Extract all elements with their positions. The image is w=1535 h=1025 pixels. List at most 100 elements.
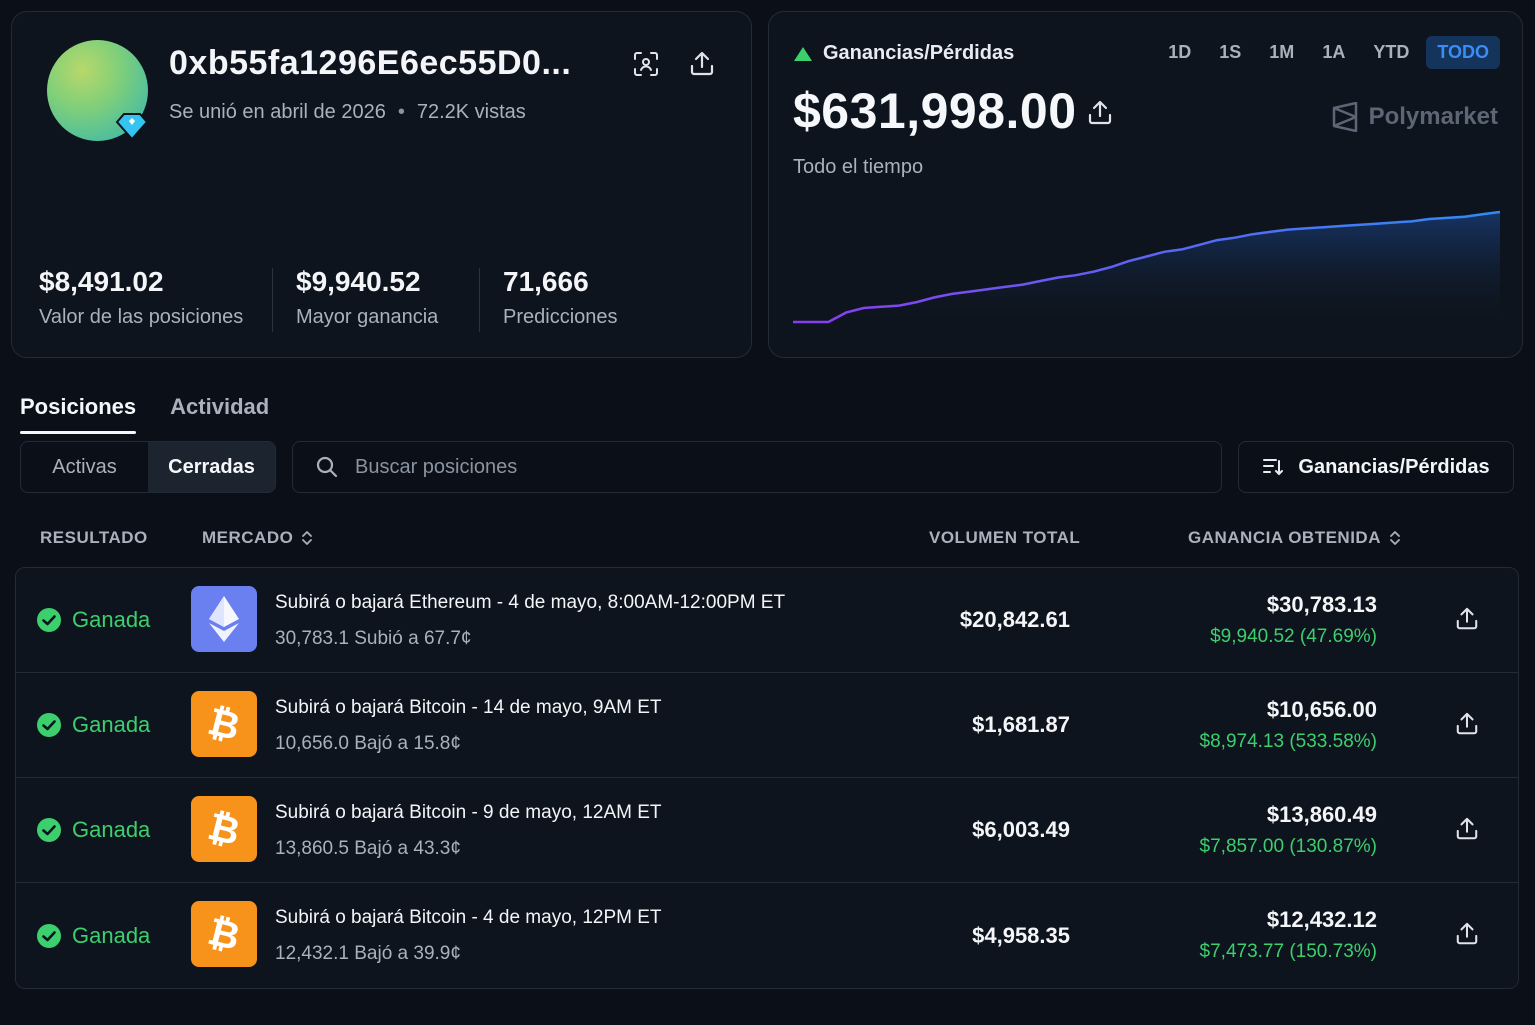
check-circle-icon xyxy=(37,923,61,948)
gain-percent: $8,974.13 (533.58%) xyxy=(1199,731,1377,752)
gain-total: $13,860.49 xyxy=(1266,802,1377,827)
header-label: MERCADO xyxy=(202,528,294,547)
market-subtitle: 12,432.1 Bajó a 39.9¢ xyxy=(275,943,461,964)
volume-cell: $6,003.49 xyxy=(972,817,1070,842)
share-icon xyxy=(1456,817,1478,840)
main-tabs: Posiciones Actividad xyxy=(20,394,269,434)
scan-qr-button[interactable] xyxy=(629,47,663,81)
gain-cell: $10,656.00 $8,974.13 (533.58%) xyxy=(1200,697,1377,753)
gain-cell: $12,432.12 $7,473.77 (150.73%) xyxy=(1200,907,1377,963)
stat-label: Mayor ganancia xyxy=(296,306,439,328)
market-subtitle: 10,656.0 Bajó a 15.8¢ xyxy=(275,733,461,754)
range-tab-1m[interactable]: 1M xyxy=(1269,42,1295,62)
stat-value: $9,940.52 xyxy=(296,266,421,297)
scan-icon xyxy=(634,52,658,76)
market-title[interactable]: Subirá o bajará Bitcoin - 14 de mayo, 9A… xyxy=(275,697,662,718)
result-cell: Ganada xyxy=(36,673,150,777)
check-circle-icon xyxy=(37,818,61,842)
stat-predictions: 71,666 Predicciones xyxy=(503,266,618,329)
column-header-market[interactable]: MERCADO xyxy=(202,528,313,548)
polymarket-icon xyxy=(1332,102,1357,132)
diamond-badge-icon xyxy=(115,113,149,141)
share-icon xyxy=(1456,712,1478,735)
sort-icon xyxy=(1263,459,1284,476)
header-label: RESULTADO xyxy=(40,528,148,547)
svg-text:₿: ₿ xyxy=(204,912,245,956)
brand-name: Polymarket xyxy=(1368,103,1498,130)
range-tab-1s[interactable]: 1S xyxy=(1219,42,1242,62)
range-tab-ytd[interactable]: YTD xyxy=(1373,42,1410,62)
column-header-gain[interactable]: GANANCIA OBTENIDA xyxy=(1188,528,1401,548)
table-row[interactable]: Ganada ₿ Subirá o bajará Bitcoin - 14 de… xyxy=(16,673,1518,778)
bitcoin-icon: ₿ xyxy=(191,901,257,967)
share-icon xyxy=(690,51,714,76)
view-count: 72.2K vistas xyxy=(416,101,526,123)
svg-text:₿: ₿ xyxy=(204,702,245,746)
stat-biggest-gain: $9,940.52 Mayor ganancia xyxy=(296,266,438,329)
result-label: Ganada xyxy=(72,607,151,632)
segment-cerradas[interactable]: Cerradas xyxy=(148,442,275,492)
check-circle-icon xyxy=(37,608,61,632)
bitcoin-icon: ₿ xyxy=(191,691,257,757)
table-row[interactable]: Ganada ₿ Subirá o bajará Bitcoin - 9 de … xyxy=(16,778,1518,883)
tab-posiciones[interactable]: Posiciones xyxy=(20,394,137,434)
sort-toggle-icon xyxy=(302,531,313,545)
pnl-value: $631,998.00 xyxy=(793,83,1077,139)
stat-positions-value: $8,491.02 Valor de las posiciones xyxy=(39,266,243,329)
result-label: Ganada xyxy=(72,712,151,737)
result-cell: Ganada xyxy=(36,568,150,672)
eth-icon xyxy=(191,586,257,652)
polymarket-logo: Polymarket xyxy=(1331,102,1498,132)
check-circle-icon xyxy=(37,713,61,737)
triangle-up-icon xyxy=(794,46,812,61)
share-icon xyxy=(1456,922,1478,945)
market-subtitle: 30,783.1 Subió a 67.7¢ xyxy=(275,628,472,649)
share-pnl-button[interactable] xyxy=(1083,96,1117,130)
table-row[interactable]: Ganada ₿ Subirá o bajará Bitcoin - 4 de … xyxy=(16,883,1518,988)
market-title[interactable]: Subirá o bajará Bitcoin - 4 de mayo, 12P… xyxy=(275,907,662,928)
volume-cell: $4,958.35 xyxy=(972,922,1070,948)
share-icon xyxy=(1088,100,1112,125)
gain-total: $30,783.13 xyxy=(1266,592,1377,617)
market-subtitle: 13,860.5 Bajó a 43.3¢ xyxy=(275,838,461,859)
range-tab-1a[interactable]: 1A xyxy=(1322,42,1346,62)
pnl-chart xyxy=(793,210,1500,332)
result-cell: Ganada xyxy=(36,883,150,988)
profile-card: 0xb55fa1296E6ec55D0... Se unió en abril … xyxy=(11,11,752,358)
share-position-button[interactable] xyxy=(1452,919,1482,949)
stat-label: Valor de las posiciones xyxy=(39,306,244,328)
wallet-address: 0xb55fa1296E6ec55D0... xyxy=(169,44,572,82)
share-position-button[interactable] xyxy=(1452,604,1482,634)
sort-label: Ganancias/Pérdidas xyxy=(1298,455,1490,478)
market-title[interactable]: Subirá o bajará Ethereum - 4 de mayo, 8:… xyxy=(275,592,786,613)
chart-series-line xyxy=(793,210,1500,324)
joined-date: Se unió en abril de 2026 xyxy=(169,101,386,123)
sort-toggle-icon xyxy=(1390,531,1400,545)
chart-area xyxy=(793,212,1500,332)
tab-actividad[interactable]: Actividad xyxy=(170,394,270,419)
share-position-button[interactable] xyxy=(1452,709,1482,739)
market-title[interactable]: Subirá o bajará Bitcoin - 9 de mayo, 12A… xyxy=(275,802,662,823)
divider xyxy=(272,268,273,332)
gain-cell: $13,860.49 $7,857.00 (130.87%) xyxy=(1200,802,1377,858)
volume-cell: $20,842.61 xyxy=(959,607,1070,632)
share-profile-button[interactable] xyxy=(685,47,719,81)
segment-activas[interactable]: Activas xyxy=(52,455,117,478)
range-tab-1d[interactable]: 1D xyxy=(1168,42,1192,62)
share-position-button[interactable] xyxy=(1452,814,1482,844)
stat-value: 71,666 xyxy=(503,266,589,297)
svg-text:₿: ₿ xyxy=(204,807,245,851)
pnl-card: Ganancias/Pérdidas 1D 1S 1M 1A YTD TODO … xyxy=(768,11,1523,358)
separator-dot: • xyxy=(397,101,405,123)
search-icon xyxy=(316,456,338,478)
gain-cell: $30,783.13 $9,940.52 (47.69%) xyxy=(1210,592,1377,648)
header-label: GANANCIA OBTENIDA xyxy=(1188,528,1381,547)
header-label: VOLUMEN TOTAL xyxy=(929,528,1081,547)
sort-button[interactable]: Ganancias/Pérdidas xyxy=(1238,441,1514,493)
table-row[interactable]: Ganada Subirá o bajará Ethereum - 4 de m… xyxy=(16,568,1518,673)
positions-table: Ganada Subirá o bajará Ethereum - 4 de m… xyxy=(15,567,1519,989)
stat-value: $8,491.02 xyxy=(39,266,164,297)
gain-percent: $9,940.52 (47.69%) xyxy=(1210,626,1377,647)
range-tab-todo[interactable]: TODO xyxy=(1426,36,1500,69)
search-input[interactable] xyxy=(355,455,1175,479)
